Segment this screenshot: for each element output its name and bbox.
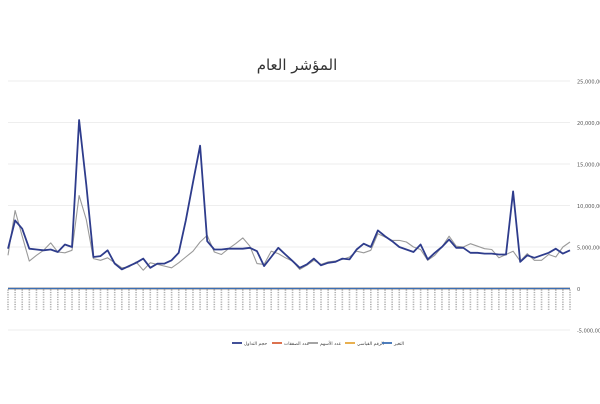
legend-label: الرقم القياسي [357,342,384,347]
chart-title: المؤشر العام [257,56,338,74]
y-tick-label: 15,000,000 [577,163,600,169]
y-tick-label: 0 [577,287,580,293]
y-tick-label: 25,000,000 [577,80,600,86]
legend-label: عدد الصفقات [284,342,309,347]
series-lines [7,119,571,290]
series-line-1 [7,119,571,271]
y-tick-label: -5,000,000 [577,329,600,335]
x-axis-ticks [7,289,571,311]
legend-label: عدد الأسهم [320,340,341,347]
y-tick-label: 10,000,000 [577,204,600,210]
y-axis-ticks: -5,000,000 0 5,000,000 10,000,000 15,000,000… [577,80,600,335]
legend-label: التغير [393,342,404,347]
y-tick-label: 5,000,000 [577,246,600,252]
series-line-3 [7,194,571,271]
y-tick-label: 20,000,000 [577,121,600,127]
legend: حجم التداول عدد الصفقات عدد الأسهم الرقم ال… [232,340,404,347]
legend-label: حجم التداول [244,342,267,347]
